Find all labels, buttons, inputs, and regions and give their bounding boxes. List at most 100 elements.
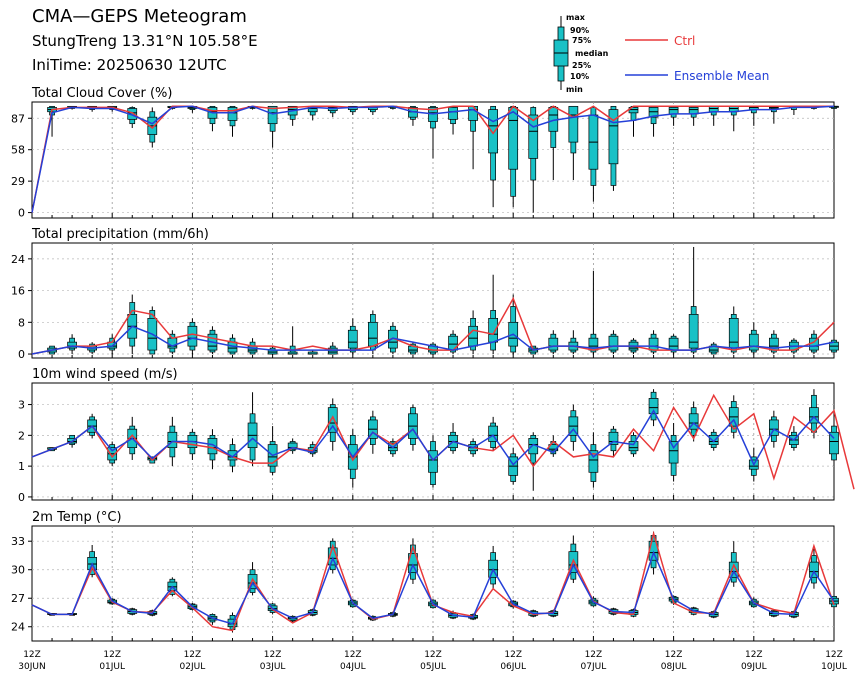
legend-p75-label: 75% (572, 36, 591, 45)
box-p25-p75 (688, 413, 699, 430)
ensemble-box (227, 334, 238, 355)
x-hour-label: 12Z (103, 650, 121, 660)
ensemble-box (408, 404, 418, 451)
panel-title: 2m Temp (°C) (32, 510, 122, 525)
x-hour-label: 12Z (504, 650, 522, 660)
x-hour-label: 12Z (184, 650, 202, 660)
ensemble-box (708, 429, 719, 451)
box-p25-p75 (809, 561, 819, 578)
y-tick-label: 87 (11, 112, 25, 125)
box-p25-p75 (488, 317, 498, 343)
ensemble-box (468, 310, 478, 355)
y-tick-label: 2 (18, 429, 25, 442)
ensemble-box (648, 389, 659, 427)
x-date-label: 03JUL (260, 662, 286, 672)
box-p25-p75 (187, 325, 198, 347)
ensemble-box (829, 423, 839, 467)
box-p25-p75 (668, 441, 679, 464)
box-p25-p75 (608, 109, 619, 165)
x-hour-label: 12Z (745, 650, 763, 660)
box-p25-p75 (608, 431, 619, 445)
box-p25-p75 (488, 425, 498, 442)
box-p25-p75 (708, 105, 719, 113)
box-p25-p75 (648, 107, 659, 118)
ensemble-box (708, 105, 719, 126)
box-p25-p75 (728, 317, 739, 349)
y-tick-label: 30 (11, 564, 25, 577)
ensemble-box (668, 105, 679, 126)
box-p25-p75 (67, 341, 77, 349)
box-p25-p75 (648, 337, 659, 351)
x-hour-label: 12Z (23, 650, 41, 660)
ensemble-box (528, 106, 539, 213)
x-date-label: 02JUL (180, 662, 206, 672)
box-p25-p75 (508, 107, 519, 170)
box-p25-p75 (829, 431, 839, 455)
ensemble-box (648, 105, 659, 137)
ensemble-box (628, 105, 639, 137)
y-tick-label: 58 (11, 144, 25, 157)
ensemble-box (267, 426, 278, 476)
box-p25-p75 (327, 407, 338, 433)
x-hour-label: 12Z (424, 650, 442, 660)
ensemble-mean-line (31, 550, 835, 625)
box-p25-p75 (227, 107, 238, 121)
box-p25-p75 (528, 114, 539, 159)
box-p25-p75 (368, 321, 378, 347)
y-tick-label: 33 (11, 535, 25, 548)
ensemble-box (287, 105, 298, 126)
y-tick-label: 29 (11, 175, 25, 188)
ensemble-box (468, 105, 478, 170)
panel-2: Total precipitation (mm/6h) 0 8 16 24 (11, 227, 839, 361)
x-date-label: 08JUL (661, 662, 687, 672)
ensemble-box (408, 538, 418, 584)
box-p25-p75 (207, 438, 218, 455)
y-tick-label: 24 (11, 253, 25, 266)
ensemble-box (548, 105, 559, 181)
box-p25-p75 (648, 398, 659, 415)
ensemble-box (508, 447, 519, 485)
box-p25-p75 (448, 107, 458, 120)
ensemble-box (688, 246, 699, 355)
panel-frame (31, 525, 835, 642)
x-date-label: 09JUL (741, 662, 767, 672)
box-p25-p75 (588, 450, 599, 473)
panel-title: Total precipitation (mm/6h) (31, 227, 209, 242)
ensemble-box (748, 322, 759, 355)
y-tick-label: 8 (18, 316, 25, 329)
y-tick-label: 24 (11, 621, 25, 634)
y-tick-label: 27 (11, 592, 25, 605)
x-date-label: 01JUL (99, 662, 125, 672)
ensemble-box (548, 330, 559, 355)
ensemble-box (287, 438, 298, 454)
y-tick-label: 3 (18, 399, 25, 412)
legend-p90-label: 90% (570, 26, 589, 35)
box-p25-p75 (568, 105, 579, 143)
ensemble-box (127, 106, 138, 129)
x-hour-label: 12Z (344, 650, 362, 660)
y-tick-label: 16 (11, 285, 25, 298)
x-axis: 12Z 30JUN 12Z 01JUL 12Z 02JUL 12Z 03JUL 12Z 04JUL… (18, 650, 847, 672)
ensemble-box (207, 326, 218, 355)
ensemble-box (488, 416, 498, 451)
x-date-label: 10JUL (821, 662, 847, 672)
init-time: IniTime: 20250630 12UTC (32, 56, 227, 74)
box-p25-p75 (728, 561, 739, 578)
x-date-label: 07JUL (581, 662, 607, 672)
box-p25-p75 (708, 434, 719, 445)
ensemble-box (608, 330, 619, 355)
box-p25-p75 (548, 337, 559, 351)
ensemble-box (508, 105, 519, 208)
ensemble-mean-line (31, 325, 835, 355)
ensemble-box (668, 334, 679, 355)
panel-4: 2m Temp (°C) 24 27 30 33 (11, 510, 839, 642)
ensemble-box (127, 294, 138, 355)
legend: max 90% 75% median 25% 10% min Ctrl Ense… (553, 13, 769, 94)
ensemble-box (528, 432, 539, 491)
box-p25-p75 (688, 314, 699, 349)
ctrl-line (31, 530, 835, 632)
ensemble-box (688, 105, 699, 126)
ensemble-box (428, 342, 438, 355)
panel-title: 10m wind speed (m/s) (32, 367, 178, 382)
